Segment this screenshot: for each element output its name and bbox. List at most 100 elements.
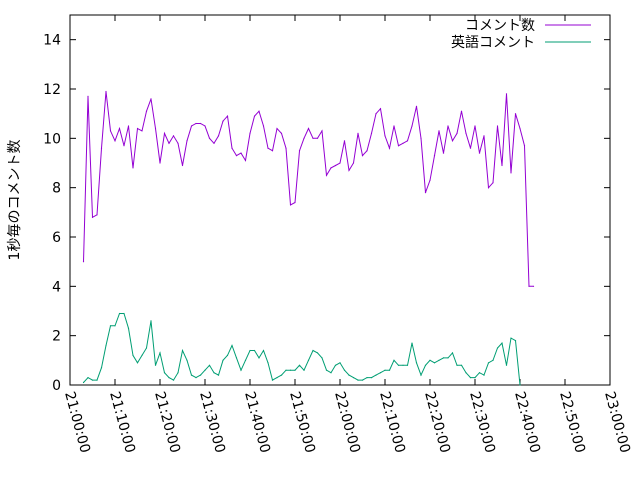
data-point [366,377,368,379]
data-point [172,379,175,381]
data-point [123,312,125,315]
data-point [451,352,454,354]
data-point [321,130,323,132]
data-point [438,130,440,132]
data-point [244,359,247,361]
data-point [87,95,89,97]
data-point [424,364,427,366]
data-point [465,372,467,374]
data-point [190,374,193,376]
data-point [114,140,116,142]
data-point [505,364,508,366]
data-point [361,155,364,157]
data-point [514,340,517,342]
data-point [276,127,278,130]
data-point [199,122,202,125]
data-point [91,216,94,218]
data-point [226,115,229,117]
data-point [168,142,170,144]
data-point [267,362,269,364]
x-tick-label: 21:30:00 [196,390,228,455]
data-point [330,372,332,374]
data-point [181,164,184,167]
y-tick-label: 0 [52,378,61,394]
plot-area [69,14,611,386]
data-point [402,364,404,366]
data-point [82,261,85,263]
data-point [307,359,310,361]
data-point [325,369,328,371]
data-point [235,155,238,157]
data-point [208,137,211,139]
data-point [186,140,188,142]
y-axis: 0 2 4 6 8 10 12 14 [43,33,610,394]
data-point [109,325,112,327]
x-tick-label: 21:40:00 [241,390,273,455]
data-point [361,379,364,381]
data-point [460,110,463,112]
data-point [91,379,94,381]
data-point [519,127,521,130]
series-line-1 [83,313,521,386]
y-tick-label: 4 [52,279,61,295]
data-point [222,120,224,122]
data-point [217,135,220,137]
legend: コメント数 英語コメント [451,18,591,51]
data-point [244,159,247,162]
data-point [366,150,368,152]
data-point [141,354,143,356]
x-tick-label: 22:30:00 [466,390,498,455]
data-point [357,132,359,134]
data-point [118,312,121,315]
data-point [487,362,490,364]
data-point [118,127,121,130]
data-point [447,357,449,359]
data-point [325,174,328,176]
data-point [276,377,278,379]
data-point [168,377,170,379]
legend-label-english: 英語コメント [451,34,535,51]
data-point [415,105,418,107]
x-tick-label: 21:10:00 [106,390,138,455]
data-point [411,125,413,127]
data-point [307,127,310,130]
data-point [136,362,139,364]
data-point [420,137,422,139]
data-point [136,127,139,130]
data-point [429,359,431,361]
data-point [388,369,391,371]
data-point [352,377,355,379]
data-point [501,164,503,167]
data-point [96,214,98,216]
data-point [298,364,301,366]
y-axis-label: 1秒毎のコメント数 [7,140,23,261]
data-point [280,374,283,376]
data-point [231,344,233,347]
data-point [514,113,517,115]
data-point [483,374,485,376]
data-point [186,359,188,361]
data-point [177,142,179,144]
data-point [316,352,319,354]
data-point [397,364,400,366]
data-point [321,357,323,359]
data-point [393,359,395,361]
data-point [240,152,242,154]
data-point [357,379,359,381]
data-point [406,364,409,366]
data-point [253,349,256,352]
data-point [456,364,458,366]
data-point [132,354,134,356]
data-point [82,381,85,384]
data-point [226,354,229,356]
data-point [199,374,202,376]
x-tick-label: 23:00:00 [601,390,633,455]
legend-label-comments: コメント数 [465,18,535,34]
data-point [289,204,292,206]
data-point [379,372,382,374]
data-point [384,369,386,371]
data-point [163,372,166,374]
x-tick-label: 22:40:00 [511,390,543,455]
data-point [519,384,521,386]
data-point [285,147,287,149]
